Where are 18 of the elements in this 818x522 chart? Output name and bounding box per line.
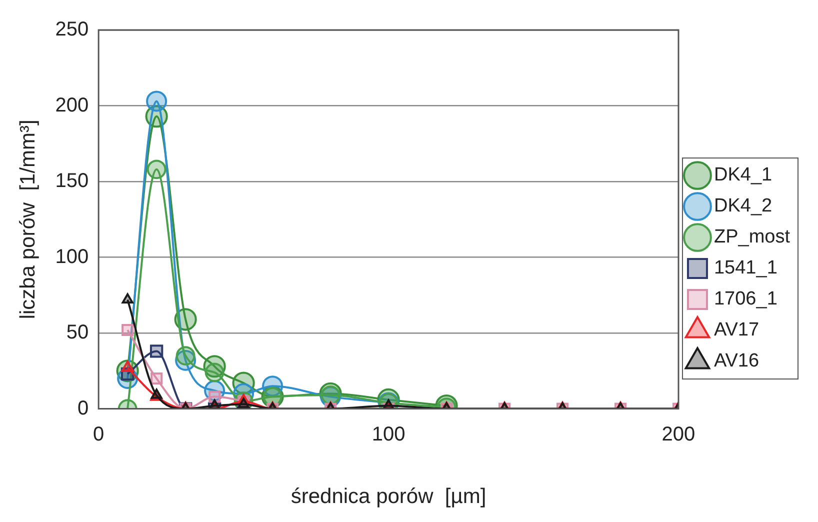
legend-label: DK4_1	[714, 164, 772, 186]
y-tick-label: 50	[66, 322, 89, 344]
legend-label: 1541_1	[714, 258, 778, 279]
legend-label: AV16	[714, 350, 760, 372]
y-tick-label: 0	[77, 397, 89, 420]
x-tick-label: 100	[372, 423, 406, 446]
x-tick-label: 0	[93, 423, 104, 446]
y-tick-label: 150	[55, 170, 89, 192]
legend-label: AV17	[714, 320, 760, 341]
legend-label: ZP_most	[714, 226, 791, 248]
y-axis-title: liczba porów [1/mm³]	[16, 120, 40, 320]
y-tick-label: 250	[55, 18, 89, 41]
y-tick-label: 200	[55, 94, 89, 116]
legend-label: 1706_1	[714, 288, 778, 310]
legend-label: DK4_2	[714, 196, 772, 217]
x-axis-title: średnica porów [µm]	[290, 485, 486, 508]
y-tick-label: 100	[55, 246, 89, 268]
x-tick-label: 200	[662, 423, 696, 446]
